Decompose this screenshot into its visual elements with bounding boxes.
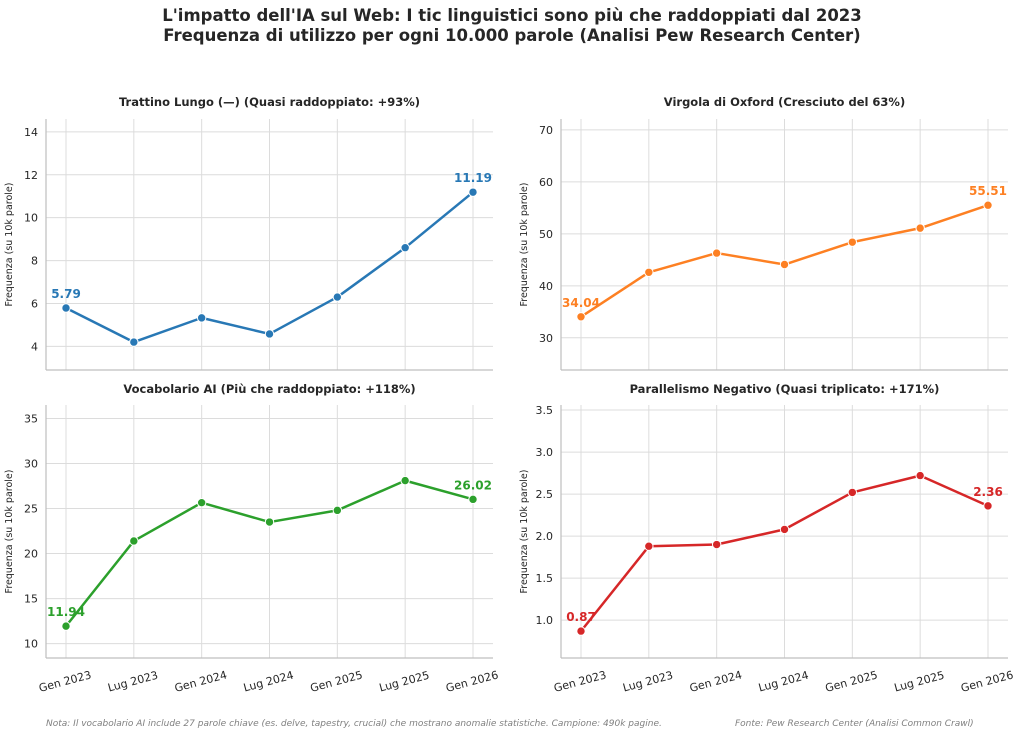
panel-1-y-tick-label: 4	[31, 340, 38, 353]
panel-3-x-tick-label: Gen 2026	[444, 668, 499, 694]
figure-title-line-2: Frequenza di utilizzo per ogni 10.000 pa…	[163, 26, 861, 45]
panel-2-y-tick-label: 50	[539, 228, 553, 241]
panel-2-y-tick-label: 70	[539, 124, 553, 137]
panel-1-data-point	[61, 303, 71, 313]
panel-3-data-point	[468, 494, 478, 505]
panel-2-data-point	[576, 312, 586, 322]
panel-2-data-point	[711, 248, 722, 258]
panel-1-data-point	[129, 337, 139, 347]
panel-1-y-axis-label: Frequenza (su 10k parole)	[4, 183, 15, 307]
panel-1-data-point	[400, 243, 410, 253]
panel-3-data-point	[196, 497, 207, 508]
panel-1-data-point	[196, 313, 207, 323]
panel-1-y-tick-label: 8	[31, 255, 38, 268]
panel-3-x-tick-label: Lug 2024	[242, 669, 295, 695]
panel-2-y-tick-label: 30	[539, 332, 553, 345]
footer-note: Nota: Il vocabolario AI include 27 parol…	[46, 719, 662, 729]
footer-source: Fonte: Pew Research Center (Analisi Comm…	[735, 719, 974, 729]
panel-2-last-value-label: 55.51	[969, 184, 1007, 198]
panel-1-y-tick-label: 12	[24, 169, 38, 182]
panel-4-data-point	[915, 470, 925, 481]
panel-3-y-axis-label: Frequenza (su 10k parole)	[4, 470, 15, 594]
panel-3-x-tick-label: Lug 2023	[106, 669, 159, 695]
panel-3-first-value-label: 11.94	[47, 605, 85, 619]
panel-2-y-tick-label: 60	[539, 176, 553, 189]
panel-4-x-tick-label: Gen 2025	[824, 668, 879, 694]
panel-3-y-tick-label: 15	[24, 593, 38, 606]
panel-4-y-tick-label: 2.0	[536, 530, 554, 543]
panel-2-data-point	[779, 259, 790, 270]
panel-4-data-point	[983, 501, 993, 511]
panel-4-data-point	[576, 626, 586, 636]
panel-4-last-value-label: 2.36	[973, 485, 1003, 499]
panel-4-x-tick-label: Gen 2026	[959, 668, 1014, 694]
panel-3-data-point	[400, 475, 410, 486]
panel-4-data-point	[779, 524, 790, 535]
panel-1-data-point	[332, 292, 343, 302]
panel-3-y-tick-label: 25	[24, 503, 38, 516]
panel-3-x-tick-label: Gen 2025	[309, 668, 364, 694]
panel-4-data-point	[711, 539, 722, 550]
figure-title: L'impatto dell'IA sul Web: I tic linguis…	[0, 6, 1024, 46]
panel-4-y-tick-label: 3.0	[536, 446, 554, 459]
panel-3-data-point	[61, 621, 71, 631]
panel-2-title: Virgola di Oxford (Cresciuto del 63%)	[664, 95, 905, 109]
panel-3-y-tick-label: 20	[24, 548, 38, 561]
figure-title-line-1: L'impatto dell'IA sul Web: I tic linguis…	[162, 6, 862, 25]
panel-4-y-tick-label: 3.5	[536, 404, 554, 417]
panel-3-x-tick-label: Lug 2025	[378, 669, 431, 695]
panel-4-y-tick-label: 1.5	[536, 572, 554, 585]
panel-3-data-point	[264, 517, 275, 527]
panel-1-y-tick-label: 10	[24, 212, 38, 225]
panel-4-data-point	[847, 487, 858, 498]
panel-4-data-point	[644, 541, 654, 551]
panel-4-y-tick-label: 1.0	[536, 614, 554, 627]
panel-1-data-point	[264, 329, 275, 339]
panel-3-x-tick-label: Gen 2023	[37, 668, 92, 694]
panel-3-y-tick-label: 35	[24, 413, 38, 426]
panel-4-x-tick-label: Lug 2023	[621, 669, 674, 695]
panel-4-x-tick-label: Gen 2023	[552, 668, 607, 694]
panel-3-last-value-label: 26.02	[454, 478, 492, 492]
panel-1-last-value-label: 11.19	[454, 171, 492, 185]
panel-1-data-point	[468, 187, 478, 197]
panel-2-data-point	[644, 267, 654, 278]
panel-4-x-tick-label: Gen 2024	[688, 668, 743, 694]
panel-3-y-tick-label: 10	[24, 638, 38, 651]
panel-2-y-axis-label: Frequenza (su 10k parole)	[519, 183, 530, 307]
panel-1-title: Trattino Lungo (—) (Quasi raddoppiato: +…	[119, 95, 420, 109]
panel-4-title: Parallelismo Negativo (Quasi triplicato:…	[630, 382, 940, 396]
panel-2-y-tick-label: 40	[539, 280, 553, 293]
panel-4-y-tick-label: 2.5	[536, 488, 554, 501]
panel-3-data-point	[332, 505, 343, 516]
panel-3-y-tick-label: 30	[24, 458, 38, 471]
panel-1-y-tick-label: 14	[24, 126, 38, 139]
panel-3-x-tick-label: Gen 2024	[173, 668, 228, 694]
panel-2-first-value-label: 34.04	[562, 296, 600, 310]
panel-4-y-axis-label: Frequenza (su 10k parole)	[519, 470, 530, 594]
panel-2-data-point	[847, 237, 858, 247]
panel-1-first-value-label: 5.79	[51, 287, 81, 301]
panel-3-data-point	[129, 536, 139, 546]
panel-4-x-tick-label: Lug 2024	[757, 669, 810, 695]
panel-2-data-point	[983, 200, 993, 210]
panel-4-x-tick-label: Lug 2025	[893, 669, 946, 695]
panel-3-title: Vocabolario AI (Più che raddoppiato: +11…	[123, 382, 415, 396]
panel-1-y-tick-label: 6	[31, 297, 38, 310]
panel-4-first-value-label: 0.87	[566, 610, 596, 624]
panel-2-data-point	[915, 223, 925, 233]
